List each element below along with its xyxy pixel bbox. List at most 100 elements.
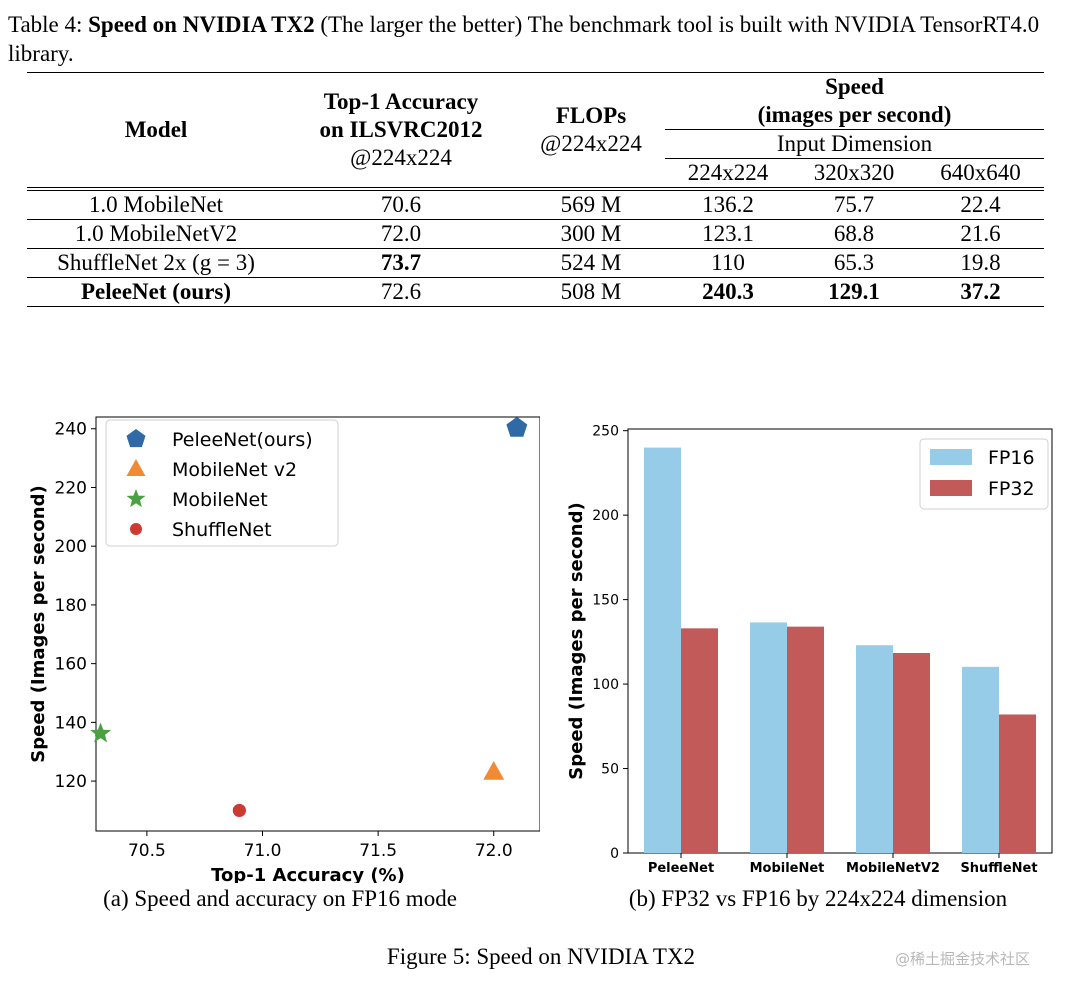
data-point (232, 803, 246, 818)
cell-speed-320: 75.7 (791, 187, 917, 220)
data-point (483, 761, 505, 780)
cell-speed-320: 129.1 (791, 277, 917, 307)
bar (787, 626, 824, 853)
header-dim-640: 640x640 (940, 160, 1021, 185)
cell-speed-224: 110 (665, 248, 791, 278)
cell-model: 1.0 MobileNet (27, 187, 285, 220)
plot-frame (627, 428, 1053, 854)
header-flops-line1: FLOPs (555, 103, 627, 128)
cell-flops: 524 M (517, 248, 665, 278)
x-tick-label: 71.0 (244, 841, 282, 861)
legend-marker (130, 523, 142, 535)
bar (962, 666, 999, 853)
header-accuracy-line2: on ILSVRC2012 (319, 117, 483, 142)
bar-chart: 0 50 100 150 200 250 PeleeNet MobileNet MobileNe… (558, 405, 1068, 883)
bar-chart-svg: 0 50 100 150 200 250 PeleeNet MobileNet MobileNe… (566, 424, 1053, 876)
cell-flops: 569 M (517, 187, 665, 220)
table-row: ShuffleNet 2x (g = 3) 73.7 524 M 110 65.… (27, 248, 1044, 278)
subcaption-b: (b) FP32 vs FP16 by 224x224 dimension (628, 886, 1008, 911)
y-tick-label: 180 (55, 596, 87, 616)
y-tick-label: 100 (592, 677, 619, 693)
y-tick-label: 220 (55, 478, 87, 498)
y-tick-label: 160 (55, 655, 87, 675)
cell-model: 1.0 MobileNetV2 (27, 219, 285, 249)
y-tick-label: 240 (55, 420, 87, 440)
legend-swatch (930, 449, 972, 465)
header-accuracy-line3: @224x224 (350, 145, 452, 170)
header-dim-320: 320x320 (813, 160, 895, 185)
table-caption: Table 4: Speed on NVIDIA TX2 (The larger… (8, 10, 1074, 68)
legend-swatch (930, 480, 972, 496)
cell-speed-640: 19.8 (917, 248, 1044, 278)
y-tick-label: 140 (55, 713, 87, 733)
table-caption-rest: (The larger the better) The benchmark to… (8, 12, 1040, 66)
x-tick-label: 71.5 (359, 841, 397, 861)
header-input-dimension: Input Dimension (665, 129, 1044, 159)
scatter-chart: 70.5 71.0 71.5 72.0 120 140 160 180 200 220 240 Top… (20, 405, 541, 886)
table-row: PeleeNet (ours) 72.6 508 M 240.3 129.1 3… (27, 277, 1044, 307)
legend-marker (126, 489, 146, 508)
table-row: 1.0 MobileNet 70.6 569 M 136.2 75.7 22.4 (27, 187, 1044, 220)
header-flops-line2: @224x224 (540, 131, 642, 156)
header-dim-224: 224x224 (687, 160, 769, 185)
x-axis-label: Top-1 Accuracy (%) (211, 865, 405, 883)
bar (681, 628, 718, 853)
cell-speed-224: 136.2 (665, 187, 791, 220)
legend-marker (126, 429, 146, 448)
legend: PeleeNet(ours) MobileNet v2 MobileNet Shuff… (105, 419, 339, 547)
cell-model: PeleeNet (ours) (27, 277, 285, 307)
legend-label: ShuffleNet (172, 519, 272, 541)
legend-box (105, 419, 339, 547)
cell-speed-224: 123.1 (665, 219, 791, 249)
cell-speed-640: 22.4 (917, 187, 1044, 220)
x-tick-label: ShuffleNet (960, 861, 1037, 876)
y-tick-label: 120 (55, 772, 87, 792)
data-point (90, 722, 112, 743)
cell-accuracy: 72.6 (285, 277, 517, 307)
legend-label: PeleeNet(ours) (172, 429, 313, 451)
bar (856, 645, 893, 853)
y-tick-label: 200 (592, 508, 619, 524)
bar (893, 652, 930, 853)
y-tick-label: 50 (601, 762, 619, 778)
y-tick-label: 150 (592, 593, 619, 609)
legend-label: FP32 (988, 478, 1035, 500)
cell-model: ShuffleNet 2x (g = 3) (27, 248, 285, 278)
x-tick-label: 70.5 (128, 841, 166, 861)
table-caption-bold: Speed on NVIDIA TX2 (88, 12, 315, 37)
subcaption-a: (a) Speed and accuracy on FP16 mode (103, 886, 457, 911)
x-tick-label: 72.0 (475, 841, 513, 861)
cell-speed-320: 65.3 (791, 248, 917, 278)
header-speed-line1: Speed (825, 74, 884, 99)
cell-accuracy: 73.7 (285, 248, 517, 278)
header-model: Model (27, 72, 285, 189)
x-tick-label: PeleeNet (648, 861, 714, 876)
figure-caption: Figure 5: Speed on NVIDIA TX2 (386, 944, 696, 969)
cell-flops: 300 M (517, 219, 665, 249)
legend: FP16 FP32 (919, 438, 1049, 510)
cell-speed-224: 240.3 (665, 277, 791, 307)
legend-label: MobileNet (172, 489, 268, 511)
header-speed-line2: (images per second) (757, 102, 952, 127)
y-axis-label: Speed (Images per second) (28, 485, 49, 762)
table-row: 1.0 MobileNetV2 72.0 300 M 123.1 68.8 21… (27, 219, 1044, 249)
cell-speed-320: 68.8 (791, 219, 917, 249)
cell-speed-640: 21.6 (917, 219, 1044, 249)
legend-label: MobileNet v2 (172, 459, 297, 481)
header-accuracy-line1: Top-1 Accuracy (323, 89, 479, 114)
x-tick-label: MobileNetV2 (846, 861, 940, 876)
y-axis-label: Speed (Images per second) (566, 502, 587, 779)
cell-speed-640: 37.2 (917, 277, 1044, 307)
cell-accuracy: 70.6 (285, 187, 517, 220)
header-flops: FLOPs @224x224 (517, 72, 665, 189)
header-speed: Speed (images per second) (665, 72, 1044, 130)
cell-accuracy: 72.0 (285, 219, 517, 249)
watermark: @稀土掘金技术社区 (895, 950, 1031, 968)
header-accuracy: Top-1 Accuracy on ILSVRC2012 @224x224 (285, 72, 517, 189)
cell-flops: 508 M (517, 277, 665, 307)
table-caption-prefix: Table 4: (8, 12, 89, 37)
scatter-chart-svg: 70.5 71.0 71.5 72.0 120 140 160 180 200 220 240 Top… (28, 416, 541, 886)
speed-table: Model Top-1 Accuracy on ILSVRC2012 @224x… (27, 72, 1044, 307)
legend-label: FP16 (988, 447, 1035, 469)
y-tick-label: 200 (55, 537, 87, 557)
